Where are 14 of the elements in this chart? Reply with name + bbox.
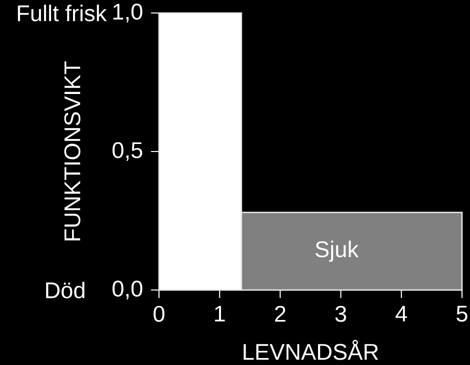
text: Död bbox=[46, 282, 84, 298]
y-tick-label: 0,5 bbox=[112, 142, 142, 161]
x-tick-label: 5 bbox=[456, 306, 468, 322]
y-axis-title: FUNKTIONSVIKT bbox=[64, 61, 80, 240]
x-axis-title: LEVNADSÅR bbox=[244, 340, 378, 360]
x-tick-label: 0 bbox=[154, 306, 164, 322]
y-tick-label: 1,0 bbox=[113, 4, 142, 22]
x-tick-label: 2 bbox=[275, 306, 286, 322]
y-tick-label: 0,0 bbox=[112, 280, 142, 300]
x-tick-label: 3 bbox=[335, 306, 346, 322]
text: Fullt frisk bbox=[18, 4, 107, 22]
x-tick-label: 4 bbox=[396, 306, 408, 322]
x-tick-label: 1 bbox=[215, 306, 225, 322]
annotation: Sjuk bbox=[316, 240, 359, 262]
